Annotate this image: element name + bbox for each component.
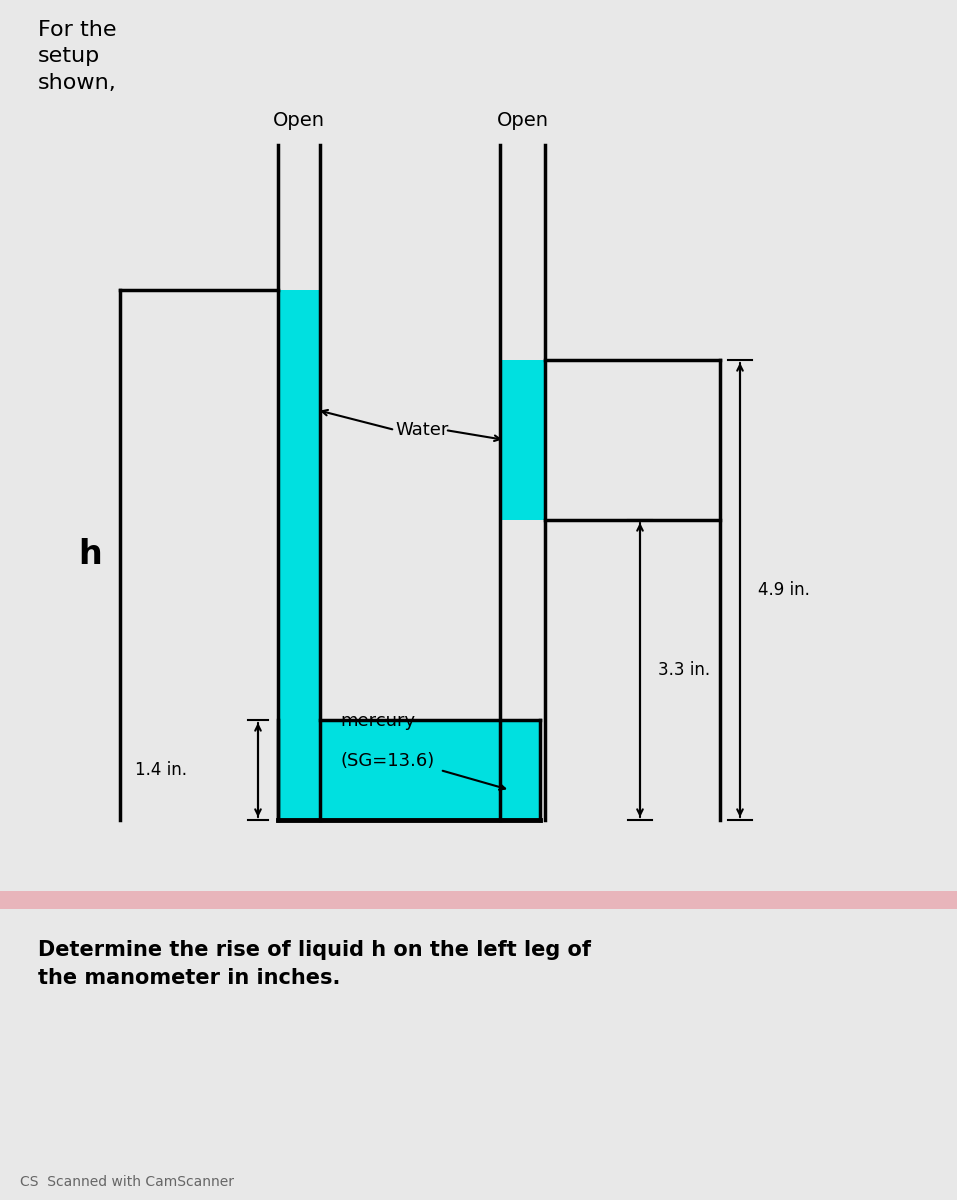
Text: mercury: mercury xyxy=(340,712,415,730)
Text: Open: Open xyxy=(497,110,548,130)
Text: Water: Water xyxy=(395,421,449,439)
Text: (SG=13.6): (SG=13.6) xyxy=(340,752,434,770)
Text: For the
setup
shown,: For the setup shown, xyxy=(38,20,117,92)
Text: Determine the rise of liquid h on the left leg of
the manometer in inches.: Determine the rise of liquid h on the le… xyxy=(38,940,591,988)
Text: CS  Scanned with CamScanner: CS Scanned with CamScanner xyxy=(20,1175,234,1189)
Text: h: h xyxy=(78,539,102,571)
Text: 1.4 in.: 1.4 in. xyxy=(135,761,187,779)
Bar xyxy=(278,290,320,720)
Bar xyxy=(0,890,957,910)
Bar xyxy=(278,720,540,820)
Text: 4.9 in.: 4.9 in. xyxy=(758,581,810,599)
Text: Open: Open xyxy=(273,110,325,130)
Text: 3.3 in.: 3.3 in. xyxy=(658,661,710,679)
Bar xyxy=(500,360,545,520)
